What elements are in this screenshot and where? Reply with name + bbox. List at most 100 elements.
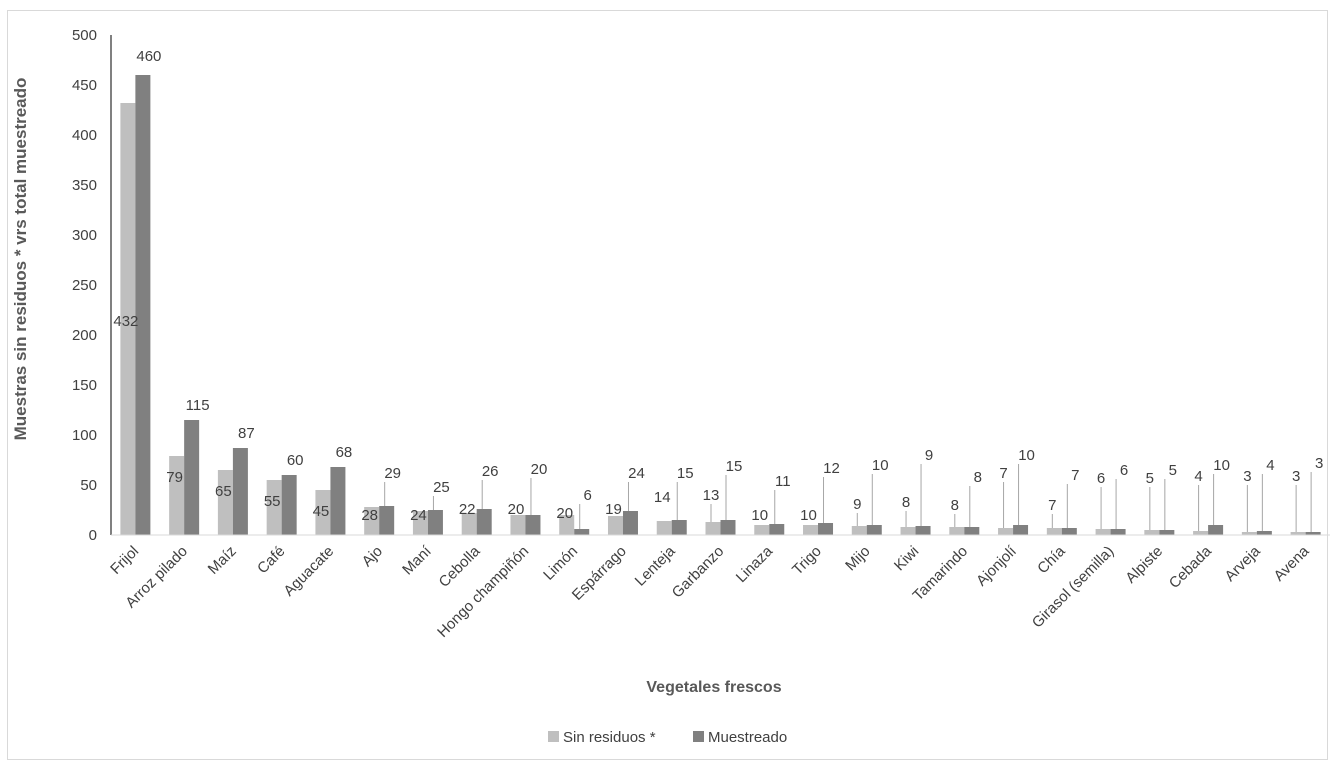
bar-muestreado — [1110, 529, 1126, 535]
data-label-sin-residuos: 10 — [751, 507, 768, 524]
bar-muestreado — [427, 510, 443, 535]
y-tick-label: 0 — [89, 527, 97, 544]
bar-sin-residuos — [998, 528, 1014, 535]
x-tick-label: Lenteja — [632, 542, 679, 589]
bar-sin-residuos — [1046, 528, 1062, 535]
data-label-muestreado: 87 — [238, 425, 255, 442]
bar-muestreado — [574, 529, 590, 535]
bar-sin-residuos — [510, 515, 526, 535]
bar-sin-residuos — [1241, 532, 1257, 535]
y-tick-label: 50 — [80, 477, 97, 494]
bar-muestreado — [720, 520, 736, 535]
bar-muestreado — [525, 515, 541, 535]
data-label-sin-residuos: 19 — [605, 501, 622, 518]
bar-muestreado — [184, 420, 200, 535]
bar-sin-residuos — [656, 521, 672, 535]
data-label-sin-residuos: 7 — [1048, 497, 1056, 514]
x-tick-label: Avena — [1271, 542, 1313, 584]
data-label-muestreado: 60 — [287, 452, 304, 469]
data-label-muestreado: 11 — [775, 473, 791, 490]
leader-lines-group — [384, 464, 1312, 532]
bar-sin-residuos — [559, 515, 575, 535]
bar-sin-residuos — [851, 526, 867, 535]
bar-muestreado — [476, 509, 492, 535]
data-label-sin-residuos: 28 — [361, 507, 378, 524]
bar-sin-residuos — [364, 507, 380, 535]
x-tick-label: Cebolla — [436, 542, 484, 590]
data-label-sin-residuos: 65 — [215, 483, 232, 500]
data-label-muestreado: 7 — [1071, 467, 1079, 484]
x-tick-label: Arveja — [1222, 542, 1265, 585]
bar-muestreado — [866, 525, 882, 535]
x-tick-label: Linaza — [733, 542, 777, 586]
y-axis: 0 50 100 150 200 250 300 350 400 450 500 — [72, 27, 112, 544]
x-tick-label: Ajo — [359, 543, 386, 570]
legend-swatch — [548, 731, 559, 742]
data-label-sin-residuos: 79 — [166, 469, 183, 486]
bar-muestreado — [379, 506, 395, 535]
bar-sin-residuos — [120, 103, 136, 535]
data-label-muestreado: 10 — [1018, 447, 1035, 464]
data-label-sin-residuos: 14 — [654, 489, 671, 506]
x-tick-label: Kiwi — [891, 543, 922, 574]
data-label-muestreado: 25 — [433, 479, 450, 496]
bar-sin-residuos — [217, 470, 233, 535]
data-label-muestreado: 15 — [726, 458, 743, 475]
data-label-sin-residuos: 4 — [1194, 468, 1202, 485]
data-label-muestreado: 29 — [384, 465, 401, 482]
data-label-sin-residuos: 5 — [1146, 470, 1154, 487]
x-tick-label: Chía — [1034, 542, 1069, 577]
bar-sin-residuos — [461, 513, 477, 535]
data-label-muestreado: 20 — [531, 461, 548, 478]
data-label-sin-residuos: 10 — [800, 507, 817, 524]
data-label-muestreado: 4 — [1266, 457, 1274, 474]
y-tick-label: 250 — [72, 277, 97, 294]
x-tick-label: Garbanzo — [669, 543, 728, 602]
data-label-muestreado: 10 — [1213, 457, 1230, 474]
x-tick-label: Trigo — [789, 543, 825, 579]
y-tick-label: 450 — [72, 77, 97, 94]
chart-border — [7, 10, 1328, 760]
bar-muestreado — [769, 524, 785, 535]
bar-muestreado — [135, 75, 151, 535]
bar-sin-residuos — [803, 525, 819, 535]
data-label-muestreado: 5 — [1169, 462, 1177, 479]
x-tick-label: Cebada — [1166, 542, 1216, 592]
y-tick-label: 350 — [72, 177, 97, 194]
data-label-muestreado: 10 — [872, 457, 889, 474]
x-tick-label: Café — [254, 543, 288, 577]
x-tick-label: Limón — [540, 543, 581, 584]
y-tick-label: 100 — [72, 427, 97, 444]
y-tick-label: 500 — [72, 27, 97, 44]
data-label-muestreado: 3 — [1315, 455, 1323, 472]
data-label-sin-residuos: 9 — [853, 496, 861, 513]
y-tick-label: 400 — [72, 127, 97, 144]
data-label-sin-residuos: 8 — [951, 497, 959, 514]
bar-muestreado — [1159, 530, 1175, 535]
bar-muestreado — [915, 526, 931, 535]
data-label-sin-residuos: 55 — [264, 493, 281, 510]
data-label-muestreado: 24 — [628, 465, 645, 482]
y-tick-label: 150 — [72, 377, 97, 394]
data-label-muestreado: 6 — [584, 487, 592, 504]
data-label-muestreado: 115 — [186, 397, 210, 414]
bar-muestreado — [671, 520, 687, 535]
x-tick-label: Maíz — [205, 543, 240, 578]
bar-muestreado — [281, 475, 297, 535]
data-label-sin-residuos: 3 — [1243, 468, 1251, 485]
bar-sin-residuos — [754, 525, 770, 535]
data-label-muestreado: 26 — [482, 463, 499, 480]
x-axis-title: Vegetales frescos — [646, 679, 781, 696]
bar-muestreado — [1061, 528, 1077, 535]
y-tick-label: 300 — [72, 227, 97, 244]
data-label-muestreado: 6 — [1120, 462, 1128, 479]
data-label-sin-residuos: 432 — [113, 313, 138, 330]
x-tick-label: Aguacate — [280, 543, 337, 600]
bar-muestreado — [1256, 531, 1272, 535]
data-label-sin-residuos: 20 — [556, 505, 573, 522]
bar-sin-residuos — [1144, 530, 1160, 535]
x-tick-label: Mijo — [842, 543, 873, 574]
